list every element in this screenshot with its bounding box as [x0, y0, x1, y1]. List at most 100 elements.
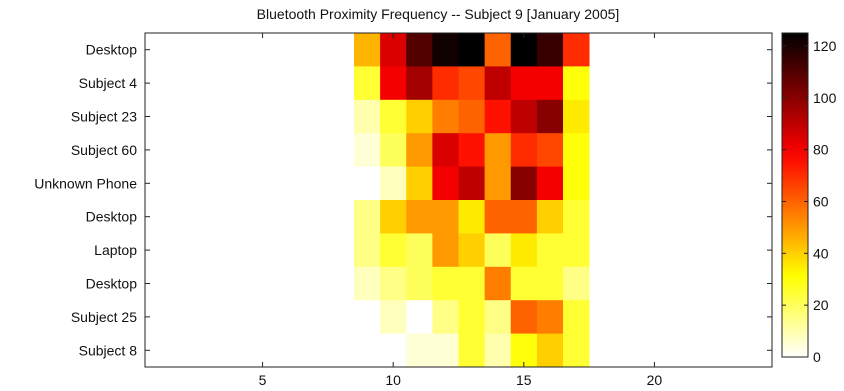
heatmap-cell [510, 200, 538, 234]
heatmap-cell [406, 133, 433, 167]
heatmap-cell [432, 166, 459, 201]
heatmap-cell [510, 33, 538, 67]
colorbar-ticks: 0 20 40 60 80 100 120 [782, 38, 837, 365]
heatmap-cell [458, 300, 486, 334]
heatmap-cell [510, 233, 538, 268]
heatmap-cell [354, 166, 381, 201]
heatmap-cell [563, 99, 590, 134]
heatmap-cell [536, 233, 564, 268]
heatmap-cell [354, 99, 381, 134]
heatmap-cell [380, 66, 407, 101]
y-tick-label: Subject 60 [71, 142, 137, 158]
heatmap-cell [563, 33, 590, 67]
heatmap-cell [484, 200, 512, 234]
heatmap-cell [536, 266, 564, 301]
heatmap-cell [380, 133, 407, 167]
heatmap-cell [458, 333, 486, 368]
heatmap-cell [380, 99, 407, 134]
heatmap-cell [354, 133, 381, 167]
heatmap-cell [510, 333, 538, 368]
heatmap-cell [458, 266, 486, 301]
heatmap-cell [484, 166, 512, 201]
heatmap-cell [563, 66, 590, 101]
heatmap-cell [458, 99, 486, 134]
heatmap-cell [380, 300, 407, 334]
colorbar: 0 20 40 60 80 100 120 [781, 32, 837, 365]
heatmap-cell [432, 333, 459, 368]
heatmap-cell [536, 33, 564, 67]
y-tick-label: Laptop [94, 242, 137, 258]
heatmap-cell [484, 66, 512, 101]
heatmap-cell [432, 99, 459, 134]
heatmap-cell [380, 166, 407, 201]
heatmap-cell [406, 300, 433, 334]
heatmap-cell [354, 233, 381, 268]
heatmap-cell [510, 266, 538, 301]
x-tick-label: 5 [259, 372, 267, 388]
heatmap-cell [484, 133, 512, 167]
heatmap-cell [406, 266, 433, 301]
heatmap-cell [406, 33, 433, 67]
colorbar-tick-label: 100 [813, 90, 837, 106]
heatmap-cell [354, 200, 381, 234]
heatmap-cell [432, 200, 459, 234]
x-axis: 5 10 15 20 [259, 33, 662, 388]
colorbar-tick-label: 120 [813, 38, 837, 54]
heatmap-cell [563, 133, 590, 167]
heatmap-cell [458, 33, 486, 67]
x-tick-label: 10 [385, 372, 401, 388]
heatmap-cell [354, 66, 381, 101]
heatmap-cell [536, 200, 564, 234]
y-tick-label: Desktop [86, 276, 138, 292]
heatmap-cell [510, 66, 538, 101]
heatmap-cell [563, 333, 590, 368]
heatmap-cell [406, 333, 433, 368]
y-tick-label: Desktop [86, 209, 138, 225]
heatmap-cell [536, 166, 564, 201]
heatmap-cell [432, 133, 459, 167]
y-tick-label: Unknown Phone [34, 175, 137, 191]
heatmap-cell [432, 66, 459, 101]
heatmap-cell [484, 33, 512, 67]
heatmap-cell [354, 333, 381, 368]
heatmap-cell [406, 99, 433, 134]
heatmap-cell [536, 300, 564, 334]
heatmap-cells [354, 33, 590, 368]
heatmap-cell [563, 166, 590, 201]
heatmap-cell [354, 33, 381, 67]
colorbar-tick-label: 0 [813, 349, 821, 365]
heatmap-cell [354, 266, 381, 301]
heatmap-cell [484, 300, 512, 334]
heatmap-cell [563, 266, 590, 301]
colorbar-tick-label: 20 [813, 297, 829, 313]
heatmap-cell [510, 300, 538, 334]
y-tick-label: Desktop [86, 42, 138, 58]
plot-area-frame [144, 32, 773, 368]
heatmap-cell [458, 66, 486, 101]
heatmap-cell [432, 33, 459, 67]
heatmap-cell [484, 266, 512, 301]
heatmap-cell [484, 233, 512, 268]
heatmap-cell [432, 300, 459, 334]
colorbar-tick-label: 80 [813, 142, 829, 158]
chart-title: Bluetooth Proximity Frequency -- Subject… [257, 6, 620, 22]
colorbar-tick-label: 40 [813, 245, 829, 261]
heatmap-cell [536, 133, 564, 167]
heatmap-cell [536, 99, 564, 134]
heatmap-cell [406, 200, 433, 234]
heatmap-cell [406, 66, 433, 101]
heatmap-cell [380, 266, 407, 301]
heatmap-cell [458, 166, 486, 201]
colorbar-gradient [781, 32, 809, 358]
heatmap-cell [380, 33, 407, 67]
y-tick-label: Subject 25 [71, 309, 137, 325]
y-axis: Desktop Subject 4 Subject 23 Subject 60 Unkn… [34, 42, 772, 358]
heatmap-cell [458, 233, 486, 268]
heatmap-cell [406, 166, 433, 201]
x-tick-label: 15 [516, 372, 532, 388]
heatmap-cell [484, 99, 512, 134]
heatmap-cell [484, 333, 512, 368]
heatmap-cell [354, 300, 381, 334]
colorbar-tick-label: 60 [813, 193, 829, 209]
